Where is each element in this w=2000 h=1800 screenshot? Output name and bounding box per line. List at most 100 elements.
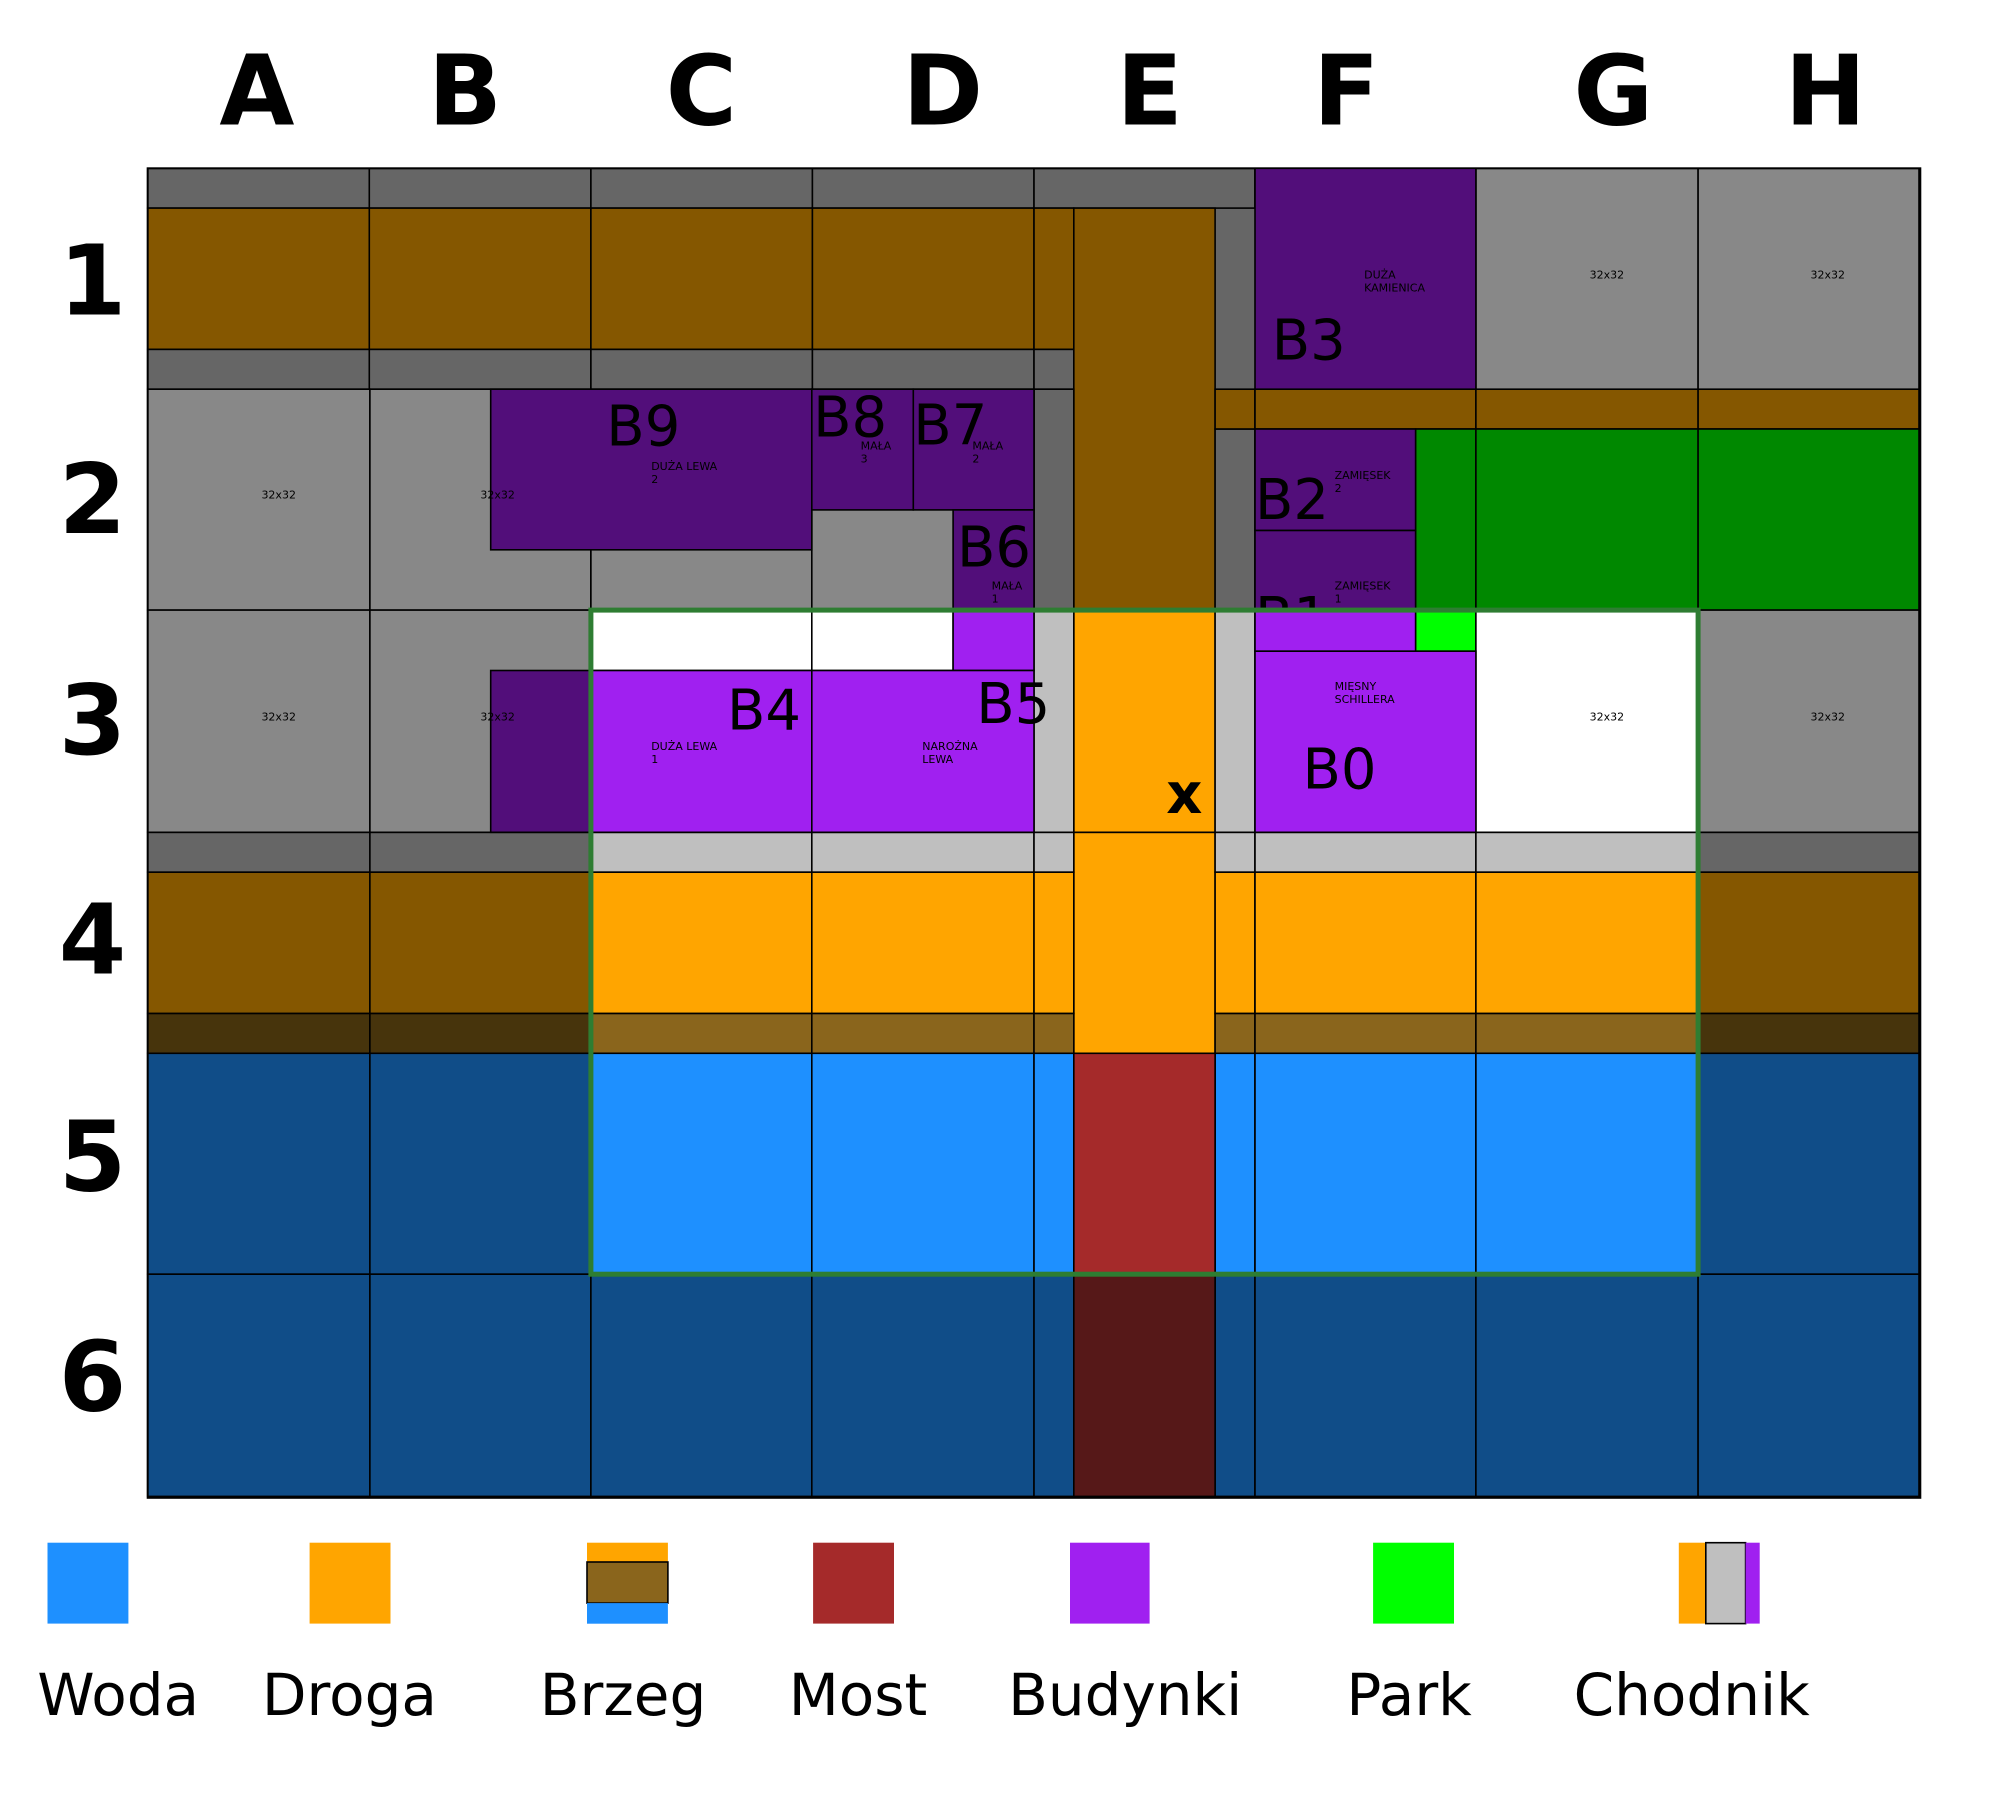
legend: Woda Droga Brzeg Most Budynki Park Chodnik: [37, 1541, 1810, 1729]
sidewalk-tile: [1033, 348, 1075, 390]
column-header-a: A: [219, 35, 294, 148]
map-border: [146, 167, 1922, 1499]
legend-item-woda: Woda: [37, 1542, 199, 1729]
building-id: B0: [1303, 738, 1377, 803]
water-tile: [1254, 1052, 1477, 1276]
legend-item-budynki: Budynki: [1008, 1542, 1242, 1729]
sidewalk-tile: [1033, 167, 1256, 209]
sidewalk-tile: [1214, 831, 1256, 874]
building-id: B5: [976, 672, 1050, 737]
building-name: DUŻA LEWA 2: [651, 460, 717, 486]
park-area: [1697, 428, 1920, 611]
building-footprint: [912, 388, 1035, 511]
building-footprint: [1254, 609, 1417, 652]
road-tile: [368, 207, 592, 351]
column-header-g: G: [1573, 35, 1653, 148]
water-tile: [1033, 1273, 1075, 1498]
legend-item-park: Park: [1346, 1542, 1472, 1729]
park-area: [1414, 428, 1477, 611]
sidewalk-tile: [1475, 831, 1699, 874]
water-tile: [1214, 1273, 1256, 1498]
road-tile: [146, 207, 371, 351]
plot-label: 32x32: [1811, 711, 1846, 724]
legend-label: Most: [789, 1661, 928, 1729]
bank-tile: [369, 1012, 592, 1055]
road-tile: [1033, 207, 1075, 351]
plot-label: 32x32: [1811, 269, 1846, 282]
water-tile: [810, 1273, 1035, 1498]
legend-swatch: [309, 1542, 391, 1624]
bank-tile: [1475, 1012, 1699, 1055]
sidewalk-tile: [811, 348, 1035, 390]
building-footprint: [952, 509, 1035, 611]
road-tile: [590, 871, 813, 1015]
legend-swatch: [47, 1542, 129, 1624]
legend-swatch-sidewalk: [1705, 1541, 1747, 1625]
sidewalk-tile: [1697, 831, 1920, 874]
plot-label: 32x32: [480, 488, 515, 501]
water-tile: [369, 1273, 592, 1498]
plot-tile: [1697, 609, 1920, 834]
building-b0: B0 MIĘSNY SCHILLERA: [1254, 650, 1477, 834]
water-tile: [146, 1052, 371, 1276]
road-tile: [1697, 388, 1920, 430]
row-header-5: 5: [59, 1101, 127, 1214]
legend-swatch-road: [587, 1542, 668, 1562]
column-header-h: H: [1785, 35, 1866, 148]
plot-label: 32x32: [480, 711, 515, 724]
building-name: MIĘSNY SCHILLERA: [1335, 680, 1396, 706]
road-tile: [1214, 871, 1256, 1015]
legend-swatch-building: [1745, 1542, 1760, 1624]
bank-tile: [1214, 1012, 1256, 1055]
column-header-c: C: [666, 35, 737, 148]
water-tile: [1214, 1052, 1256, 1276]
road-tile: [1254, 871, 1477, 1015]
road-tile: [811, 207, 1035, 351]
bank-tile: [1697, 1012, 1920, 1055]
sidewalk-tile: [590, 348, 814, 390]
water-tile: [1254, 1273, 1477, 1498]
road-tile: [1254, 388, 1477, 430]
grid-lines: [146, 167, 1922, 1499]
road-tile: [369, 871, 592, 1015]
building-name: NAROŻNA LEWA: [922, 740, 978, 766]
park-area: [1475, 428, 1699, 611]
water-tile: [369, 1052, 592, 1276]
row-header-1: 1: [59, 225, 127, 338]
plot-tile: [810, 609, 954, 672]
legend-swatch-water: [587, 1603, 668, 1624]
legend-label: Budynki: [1008, 1661, 1242, 1729]
building-name: DUŻA LEWA 1: [651, 740, 717, 766]
legend-swatch: [1070, 1542, 1150, 1624]
building-footprint: [952, 609, 1035, 672]
plot-tile: [590, 609, 813, 672]
sidewalk-tile: [146, 831, 371, 874]
building-footprint: [489, 669, 592, 834]
building-footprint: [1254, 167, 1477, 390]
bridge-tile: [1073, 1052, 1216, 1276]
road-tile: [1475, 388, 1699, 430]
plot-label: 32x32: [261, 711, 296, 724]
legend-item-brzeg: Brzeg: [540, 1542, 707, 1729]
column-header-f: F: [1313, 35, 1379, 148]
grid-headers: A B C D E F G H 1 2 3 4 5 6: [59, 35, 1866, 1434]
row-header-6: 6: [59, 1320, 127, 1433]
road-tile: [146, 871, 371, 1015]
legend-label: Droga: [262, 1661, 437, 1729]
bank-tile: [1033, 1012, 1075, 1055]
road-vertical: [1073, 207, 1216, 611]
building-id: B8: [813, 386, 887, 451]
legend-label: Brzeg: [540, 1661, 707, 1729]
plot-label: 32x32: [1590, 711, 1625, 724]
sidewalk-tile: [146, 348, 371, 390]
water-tile: [590, 1273, 813, 1498]
sidewalk-tile: [368, 167, 592, 209]
sidewalk-tile: [590, 831, 813, 874]
legend-item-most: Most: [789, 1542, 928, 1729]
road-tile: [1475, 871, 1699, 1015]
road-tile: [810, 871, 1035, 1015]
building-footprint: [810, 669, 1035, 834]
legend-label: Park: [1346, 1661, 1472, 1729]
